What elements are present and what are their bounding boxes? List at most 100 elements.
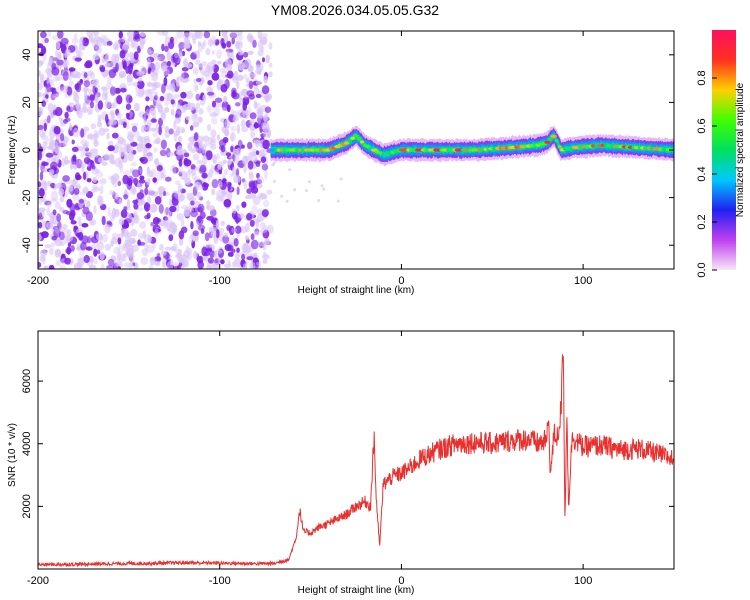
noise-point	[223, 263, 232, 268]
noise-point	[116, 260, 123, 269]
noise-point	[251, 205, 258, 216]
noise-point	[44, 244, 52, 249]
noise-point	[92, 53, 100, 61]
noise-point	[128, 110, 133, 119]
noise-point	[175, 253, 183, 259]
noise-point	[219, 227, 224, 234]
noise-point	[76, 184, 82, 190]
noise-point	[117, 136, 125, 145]
noise-point	[39, 171, 44, 181]
noise-point	[185, 115, 190, 121]
noise-point	[48, 56, 53, 67]
noise-point	[117, 237, 122, 245]
noise-point	[224, 130, 230, 137]
noise-point	[199, 68, 205, 74]
noise-point	[180, 91, 187, 99]
noise-point	[225, 152, 232, 157]
noise-point	[93, 205, 97, 214]
noise-point	[209, 112, 218, 118]
noise-point	[79, 37, 84, 47]
noise-point	[39, 249, 48, 257]
noise-point	[122, 174, 129, 185]
noise-point	[174, 248, 182, 254]
noise-point	[38, 82, 43, 91]
noise-point	[249, 118, 255, 125]
noise-point	[133, 215, 140, 224]
noise-point	[49, 247, 54, 256]
noise-point	[196, 50, 201, 59]
noise-point	[216, 153, 220, 160]
noise-point	[240, 88, 248, 97]
noise-point	[233, 76, 239, 84]
noise-point	[130, 58, 134, 64]
noise-point	[211, 50, 216, 55]
noise-point	[102, 233, 108, 243]
noise-point	[188, 102, 196, 111]
noise-point	[211, 100, 217, 108]
noise-point	[261, 38, 267, 46]
noise-point	[206, 105, 213, 113]
noise-point	[235, 102, 241, 107]
noise-point	[87, 236, 91, 244]
noise-point	[132, 169, 140, 178]
noise-point	[178, 171, 183, 177]
noise-point	[176, 31, 184, 39]
noise-point	[236, 186, 240, 196]
noise-point	[163, 76, 168, 87]
noise-point	[250, 239, 259, 250]
noise-point	[83, 254, 90, 264]
noise-point	[265, 93, 273, 101]
noise-point	[206, 200, 211, 206]
noise-point	[255, 68, 262, 74]
noise-point	[192, 146, 199, 151]
noise-point	[88, 34, 94, 42]
noise-point	[231, 37, 235, 45]
noise-point	[240, 213, 245, 219]
noise-point	[96, 122, 103, 128]
noise-point	[201, 70, 207, 77]
noise-point	[78, 199, 85, 204]
noise-point	[190, 221, 194, 230]
noise-point	[218, 169, 222, 175]
noise-point	[178, 196, 182, 203]
noise-point	[38, 150, 42, 161]
noise-point	[97, 100, 104, 110]
noise-point	[120, 37, 125, 43]
noise-point	[65, 234, 73, 242]
noise-point	[152, 177, 157, 183]
colorbar-tick-label: 0.4	[696, 166, 708, 181]
noise-point	[215, 229, 220, 239]
ridge-core-cell	[468, 148, 472, 152]
noise-point	[226, 70, 234, 79]
ridge-core-cell	[310, 148, 315, 152]
noise-point	[121, 228, 129, 237]
noise-point	[256, 183, 263, 189]
noise-point	[162, 216, 169, 221]
noise-point	[241, 144, 245, 149]
ridge-core-cell	[544, 140, 551, 144]
x-tick-label: -200	[27, 275, 49, 287]
noise-point	[246, 33, 253, 41]
noise-point	[245, 222, 250, 233]
noise-point	[177, 183, 183, 194]
noise-point	[88, 70, 94, 77]
noise-point	[68, 72, 72, 81]
noise-point	[138, 179, 146, 184]
noise-point	[143, 202, 151, 212]
noise-point	[57, 151, 63, 159]
noise-point	[39, 73, 45, 84]
noise-point	[159, 149, 167, 157]
noise-point	[259, 222, 266, 229]
noise-point	[127, 130, 135, 138]
noise-point	[229, 132, 236, 142]
noise-point	[106, 132, 110, 140]
noise-point	[246, 256, 254, 261]
noise-point	[216, 134, 221, 141]
noise-point	[260, 133, 266, 138]
noise-point	[66, 246, 71, 255]
noise-point	[133, 130, 140, 138]
colorbar-tick-label: 0.8	[696, 70, 708, 85]
noise-point	[73, 225, 78, 230]
noise-point	[119, 163, 124, 173]
noise-point	[263, 114, 268, 122]
